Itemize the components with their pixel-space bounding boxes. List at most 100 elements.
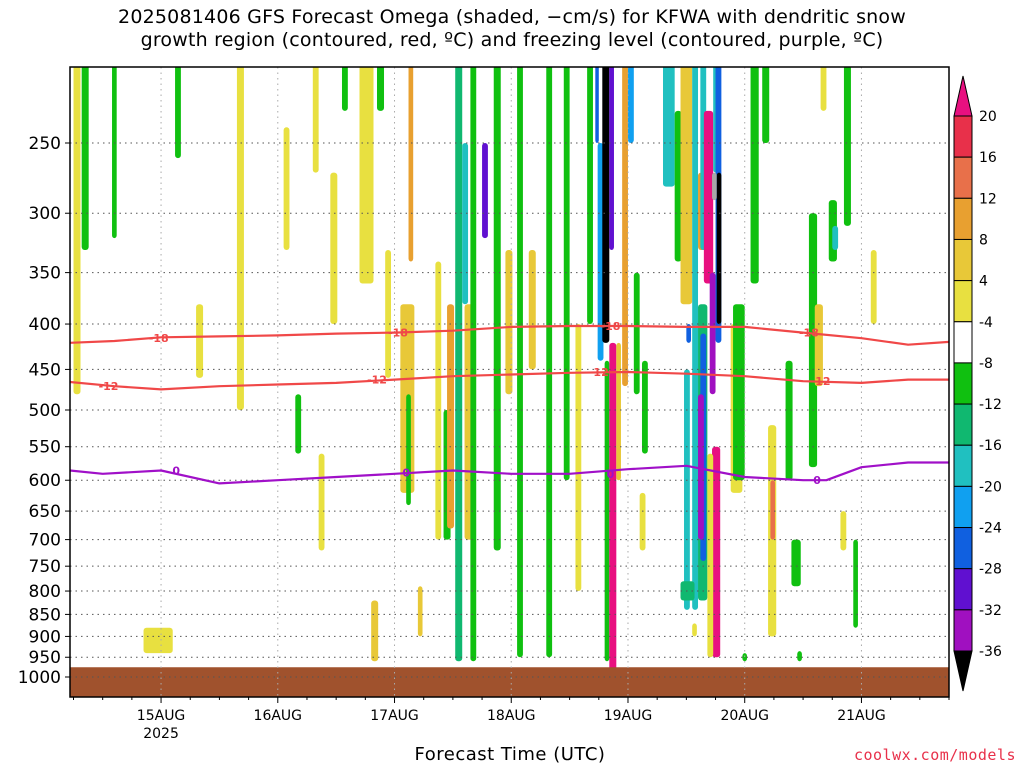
omega-region [609, 342, 617, 674]
x-tick-label: 16AUG [254, 708, 303, 724]
omega-region [377, 67, 385, 111]
colorbar-label: -28 [979, 562, 1002, 578]
colorbar-label: -20 [979, 479, 1002, 495]
contour-label: -18 [388, 327, 408, 340]
y-tick-label: 350 [29, 264, 61, 284]
chart-title: 2025081406 GFS Forecast Omega (shaded, −… [0, 6, 1024, 52]
omega-region [712, 172, 717, 201]
x-tick-label: 19AUG [604, 708, 653, 724]
colorbar-band [953, 197, 973, 240]
omega-region [840, 511, 847, 551]
omega-region [843, 67, 851, 226]
colorbar-label: 20 [979, 109, 997, 125]
omega-region [482, 143, 488, 239]
colorbar-band [953, 238, 973, 282]
omega-region [435, 261, 442, 540]
omega-region [371, 600, 379, 662]
omega-region [674, 110, 682, 262]
y-tick-label: 700 [29, 531, 61, 551]
omega-region [595, 67, 599, 143]
y-tick-label: 900 [29, 627, 61, 647]
omega-region [820, 67, 827, 111]
contour-0 [70, 461, 949, 485]
x-tick-label: 18AUG [487, 708, 536, 724]
omega-region [408, 67, 414, 262]
contour-label: -12 [811, 375, 831, 388]
colorbar-label: 4 [979, 274, 988, 290]
omega-region [283, 127, 290, 250]
omega-region [692, 67, 699, 610]
ground-surface [70, 667, 949, 697]
x-tick-label: 15AUG [137, 708, 186, 724]
contour-label: -12 [99, 380, 119, 393]
omega-region [81, 67, 89, 250]
omega-region [791, 539, 801, 587]
omega-region [417, 586, 423, 637]
omega-region [639, 492, 646, 551]
omega-region [112, 67, 117, 239]
x-tick-label: 20AUG [720, 708, 769, 724]
contour-label: -18 [149, 332, 169, 345]
y-tick-label: 550 [29, 438, 61, 458]
omega-region [684, 369, 690, 610]
omega-region [733, 304, 745, 481]
omega-region [175, 67, 181, 159]
x-tick-label: 17AUG [370, 708, 419, 724]
omega-region [406, 394, 411, 506]
y-tick-label: 850 [29, 605, 61, 625]
contour-label: 0 [402, 466, 410, 479]
omega-region [762, 67, 770, 143]
omega-region [709, 272, 716, 395]
colorbar-band [953, 321, 973, 364]
colorbar-label: -16 [979, 438, 1002, 454]
omega-region [563, 67, 570, 481]
omega-region [616, 342, 621, 481]
contour-label: 0 [813, 474, 821, 487]
colorbar-band [953, 156, 973, 199]
omega-region [493, 67, 501, 551]
omega-region [742, 653, 748, 662]
omega-region [622, 67, 628, 387]
omega-region [447, 304, 455, 529]
y-tick-label: 300 [29, 204, 61, 224]
omega-region [359, 67, 374, 284]
colorbar: 20 16 12 8 4 -4 -8 -12 -16 -20 -24 -28 -32 -36 [953, 75, 1002, 692]
colorbar-band [953, 280, 973, 323]
omega-region [686, 324, 692, 343]
chart-title-line-1: 2025081406 GFS Forecast Omega (shaded, −… [118, 6, 906, 28]
credit-link[interactable]: coolwx.com/models [853, 746, 1016, 764]
y-tick-label: 450 [29, 360, 61, 380]
omega-region [602, 67, 610, 343]
omega-region [587, 67, 593, 325]
omega-region [341, 67, 348, 111]
contour--18 [70, 324, 949, 346]
colorbar-band [953, 527, 973, 570]
colorbar-label: -32 [979, 603, 1002, 619]
omega-region [505, 249, 513, 395]
omega-region [604, 360, 610, 662]
y-tick-label: 500 [29, 401, 61, 421]
omega-region [680, 581, 695, 601]
omega-region [462, 143, 469, 305]
colorbar-band [953, 444, 973, 487]
omega-region [707, 453, 714, 658]
y-tick-label: 600 [29, 471, 61, 491]
omega-region [663, 67, 675, 187]
omega-region [633, 272, 640, 395]
contour-label: 0 [172, 464, 180, 477]
colorbar-label: -12 [979, 397, 1002, 413]
omega-region [528, 249, 536, 370]
omega-shading [73, 67, 877, 674]
colorbar-label: 12 [979, 191, 997, 207]
colorbar-label: 16 [979, 150, 997, 166]
omega-region [455, 67, 463, 662]
omega-region [517, 67, 523, 658]
omega-region [73, 67, 81, 395]
omega-region [196, 304, 204, 378]
y-tick-label: 800 [29, 582, 61, 602]
y-tick-label: 750 [29, 557, 61, 577]
omega-region [312, 67, 319, 173]
omega-region [597, 143, 604, 361]
omega-region [546, 67, 553, 658]
